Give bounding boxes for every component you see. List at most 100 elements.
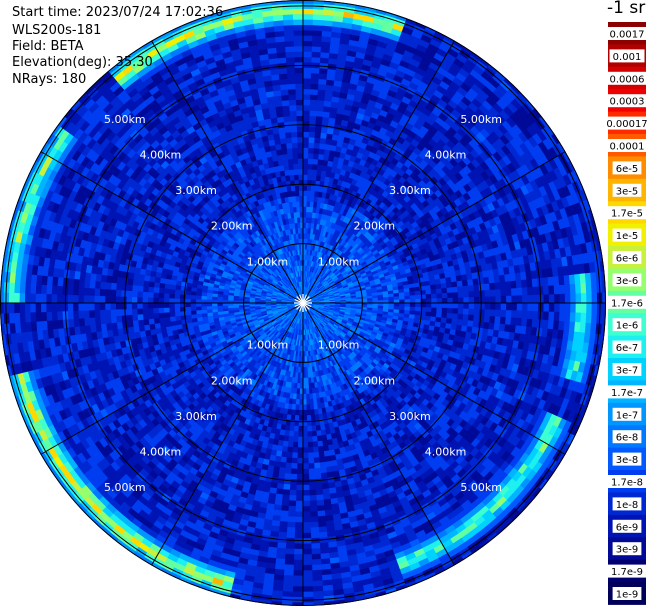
range-gate — [344, 603, 357, 606]
range-gate — [306, 206, 310, 213]
range-gate — [387, 107, 398, 116]
range-gate — [314, 218, 319, 224]
range-gate — [372, 297, 379, 301]
range-gate — [548, 294, 555, 304]
range-gate — [585, 312, 592, 324]
range-gate — [430, 289, 437, 295]
range-gate — [569, 312, 576, 323]
range-gate — [361, 64, 372, 72]
range-gate — [540, 493, 552, 507]
range-gate — [483, 315, 490, 324]
range-gate — [317, 196, 322, 203]
range-gate — [318, 235, 323, 242]
range-gate — [564, 293, 571, 304]
range-gate — [418, 39, 431, 49]
range-gate — [441, 303, 448, 309]
range-gate — [303, 56, 313, 63]
range-gate — [319, 252, 324, 259]
range-gate — [313, 250, 317, 257]
range-gate — [309, 201, 314, 208]
range-gate — [353, 95, 363, 103]
range-gate — [405, 44, 417, 55]
range-gate — [598, 227, 606, 241]
range-gate — [378, 91, 388, 100]
range-gate — [408, 590, 422, 600]
range-gate — [359, 141, 368, 150]
range-gate — [321, 224, 326, 232]
range-gate — [329, 106, 338, 114]
range-gate — [306, 270, 309, 277]
range-gate — [304, 260, 307, 266]
range-gate — [326, 165, 333, 173]
range-gate — [381, 104, 391, 113]
range-gate — [338, 43, 350, 51]
range-gate — [367, 298, 373, 301]
range-gate — [387, 4, 400, 14]
range-gate — [319, 143, 326, 150]
range-gate — [324, 231, 329, 238]
range-gate — [311, 51, 322, 58]
range-gate — [347, 88, 357, 96]
range-gate — [335, 145, 343, 153]
range-gate — [525, 510, 538, 523]
range-gate — [307, 282, 310, 288]
range-gate — [308, 282, 311, 288]
range-gate — [429, 14, 443, 25]
range-gate — [324, 198, 330, 205]
range-gate — [548, 311, 555, 322]
range-gate — [303, 115, 310, 122]
range-gate — [308, 271, 311, 278]
range-gate — [378, 0, 391, 6]
range-gate — [543, 311, 550, 321]
range-gate — [308, 131, 316, 138]
range-gate — [328, 117, 336, 124]
range-gate — [304, 286, 306, 293]
range-gate — [387, 598, 401, 606]
range-gate — [357, 147, 366, 155]
range-gate — [575, 283, 582, 295]
range-gate — [313, 261, 317, 268]
range-gate — [303, 243, 306, 250]
range-gate — [349, 34, 361, 42]
range-gate — [310, 260, 314, 267]
range-gate — [479, 290, 485, 298]
range-gate — [576, 439, 587, 452]
range-gate — [388, 33, 401, 42]
range-gate — [303, 292, 305, 298]
range-gate — [383, 297, 389, 301]
range-gate — [303, 142, 309, 148]
range-gate — [313, 153, 320, 160]
range-gate — [317, 246, 322, 253]
range-gate — [353, 62, 364, 70]
range-gate — [318, 148, 325, 155]
range-gate — [371, 22, 384, 31]
range-gate — [303, 292, 306, 298]
range-gate — [303, 217, 307, 223]
range-gate — [435, 312, 442, 318]
range-gate — [591, 313, 598, 325]
range-gate — [348, 195, 355, 203]
range-gate — [316, 234, 321, 241]
range-gate — [393, 74, 404, 84]
range-gate — [313, 8, 325, 15]
range-gate — [322, 253, 327, 260]
range-gate — [310, 185, 316, 192]
range-gate — [334, 0, 347, 2]
range-gate — [305, 276, 307, 282]
range-gate — [409, 306, 416, 312]
range-gate — [305, 281, 307, 288]
range-gate — [580, 293, 587, 304]
range-gate — [314, 262, 318, 268]
range-gate — [457, 566, 471, 577]
range-gate — [323, 105, 332, 113]
range-gate — [350, 72, 361, 81]
range-gate — [350, 150, 359, 158]
range-gate — [318, 186, 324, 193]
range-gate — [477, 277, 485, 285]
range-gate — [385, 94, 395, 103]
range-gate — [327, 221, 333, 228]
range-gate — [321, 253, 325, 260]
range-gate — [303, 201, 307, 207]
range-gate — [404, 303, 411, 307]
range-gate — [333, 235, 339, 242]
